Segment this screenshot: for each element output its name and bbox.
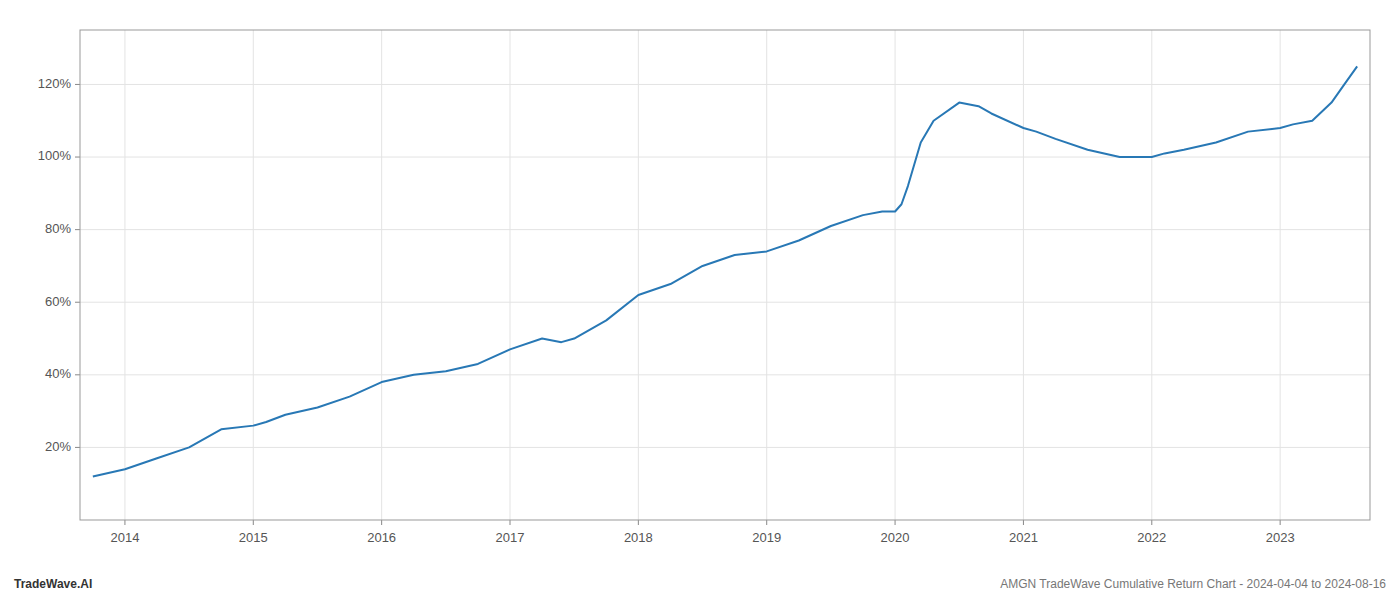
x-tick-label: 2016	[367, 530, 396, 545]
grid	[80, 30, 1370, 520]
x-grid-line	[1280, 30, 1281, 520]
x-grid-line	[381, 30, 382, 520]
y-tick-label: 120%	[38, 76, 72, 91]
background	[0, 0, 1400, 600]
y-grid-line	[80, 229, 1370, 230]
chart: 20% 40% 60% 80% 100% 120% 2014 2015 2016 2017 2018…	[0, 0, 1400, 600]
y-tick	[75, 302, 80, 303]
x-tick-label: 2020	[881, 530, 910, 545]
x-tick-label: 2014	[110, 530, 139, 545]
y-tick-label: 20%	[45, 439, 71, 454]
x-tick-label: 2021	[1009, 530, 1038, 545]
x-tick	[766, 520, 767, 525]
x-tick-label: 2022	[1137, 530, 1166, 545]
x-grid-line	[1023, 30, 1024, 520]
x-grid-line	[895, 30, 896, 520]
x-tick	[381, 520, 382, 525]
annotations: TradeWave.AI AMGN TradeWave Cumulative Re…	[14, 577, 1386, 591]
y-tick-label: 60%	[45, 294, 71, 309]
plot-frame	[80, 30, 1370, 520]
x-tick	[1023, 520, 1024, 525]
y-grid-line	[80, 84, 1370, 85]
x-tick	[1280, 520, 1281, 525]
y-grid-line	[80, 447, 1370, 448]
x-grid-line	[124, 30, 125, 520]
x-tick	[1151, 520, 1152, 525]
y-tick	[75, 447, 80, 448]
x-grid-line	[638, 30, 639, 520]
x-tick	[638, 520, 639, 525]
x-tick	[510, 520, 511, 525]
y-tick	[75, 374, 80, 375]
x-grid-line	[253, 30, 254, 520]
x-tick-label: 2023	[1266, 530, 1295, 545]
x-tick	[895, 520, 896, 525]
x-grid-line	[1151, 30, 1152, 520]
x-tick-label: 2015	[239, 530, 268, 545]
x-tick-label: 2017	[496, 530, 525, 545]
footer-right: AMGN TradeWave Cumulative Return Chart -…	[1000, 577, 1386, 591]
x-grid-line	[510, 30, 511, 520]
y-grid-line	[80, 374, 1370, 375]
y-tick	[75, 157, 80, 158]
x-tick-label: 2018	[624, 530, 653, 545]
x-grid-line	[766, 30, 767, 520]
axes: 20% 40% 60% 80% 100% 120% 2014 2015 2016 2017 2018…	[38, 30, 1370, 545]
line-series	[93, 66, 1357, 476]
y-grid-line	[80, 302, 1370, 303]
footer-left: TradeWave.AI	[14, 577, 92, 591]
y-tick-label: 100%	[38, 148, 72, 163]
y-tick-label: 40%	[45, 366, 71, 381]
x-tick	[253, 520, 254, 525]
y-tick	[75, 84, 80, 85]
y-grid-line	[80, 157, 1370, 158]
plot-area	[93, 66, 1357, 476]
x-tick-label: 2019	[752, 530, 781, 545]
y-tick	[75, 229, 80, 230]
x-tick	[124, 520, 125, 525]
y-tick-label: 80%	[45, 221, 71, 236]
